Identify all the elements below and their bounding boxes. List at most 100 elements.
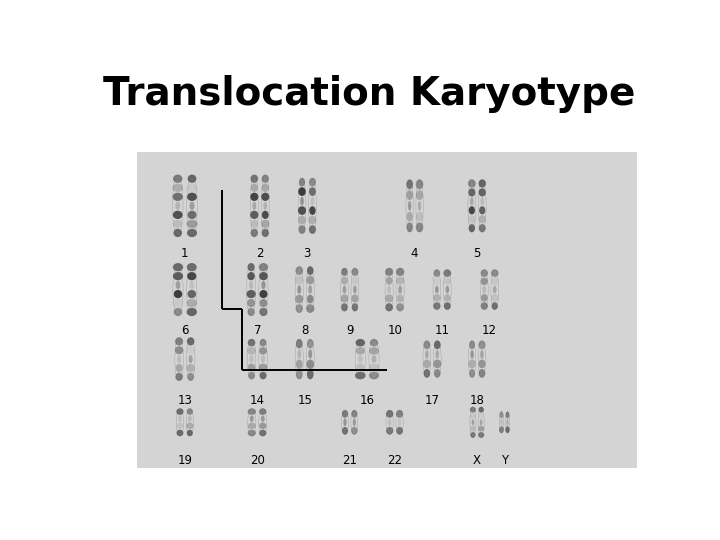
Text: 15: 15 [297,394,312,407]
Ellipse shape [298,187,306,196]
Text: 21: 21 [342,454,357,467]
Ellipse shape [469,341,475,349]
Ellipse shape [396,268,405,276]
Ellipse shape [470,350,474,359]
Ellipse shape [407,222,413,232]
Ellipse shape [468,179,476,187]
Ellipse shape [415,222,423,232]
Ellipse shape [187,211,197,219]
Ellipse shape [343,286,346,294]
Ellipse shape [260,339,266,347]
Ellipse shape [505,426,510,433]
Ellipse shape [479,215,486,224]
Ellipse shape [397,294,403,302]
Ellipse shape [248,363,255,371]
Ellipse shape [351,294,359,302]
Ellipse shape [176,423,183,429]
Ellipse shape [351,268,359,276]
Ellipse shape [259,423,266,429]
Ellipse shape [188,415,192,422]
Ellipse shape [261,415,265,422]
Ellipse shape [298,225,305,234]
Ellipse shape [433,360,441,368]
Ellipse shape [478,360,485,368]
Ellipse shape [187,346,194,354]
Ellipse shape [406,179,413,190]
Ellipse shape [248,263,255,271]
Ellipse shape [186,408,193,415]
Ellipse shape [478,426,485,431]
Ellipse shape [172,184,183,192]
Ellipse shape [385,268,393,276]
Ellipse shape [176,364,183,372]
Ellipse shape [387,286,391,294]
Ellipse shape [370,339,378,347]
Ellipse shape [479,188,486,197]
Ellipse shape [250,355,253,363]
Ellipse shape [481,278,488,285]
Ellipse shape [306,276,314,285]
Ellipse shape [396,427,403,435]
Ellipse shape [493,286,497,293]
Ellipse shape [259,308,268,316]
Ellipse shape [406,190,413,200]
Ellipse shape [396,410,403,418]
Ellipse shape [187,272,197,280]
Ellipse shape [186,308,197,316]
Ellipse shape [175,338,183,346]
Text: Translocation Karyotype: Translocation Karyotype [103,75,635,113]
Ellipse shape [433,269,440,277]
Ellipse shape [297,285,301,294]
Ellipse shape [174,290,182,298]
Ellipse shape [186,299,197,307]
Ellipse shape [307,295,313,303]
Ellipse shape [296,360,302,369]
Ellipse shape [250,415,253,422]
Ellipse shape [176,281,181,289]
Ellipse shape [500,411,503,418]
Ellipse shape [480,197,484,206]
Ellipse shape [248,408,256,415]
Ellipse shape [480,350,484,359]
Ellipse shape [444,269,451,277]
Ellipse shape [251,184,258,192]
Ellipse shape [416,190,423,200]
Text: 4: 4 [411,247,418,260]
Ellipse shape [186,364,195,372]
Ellipse shape [261,281,266,289]
Ellipse shape [356,363,364,371]
Ellipse shape [306,304,315,313]
Ellipse shape [264,201,267,210]
Ellipse shape [248,423,256,429]
Text: 12: 12 [482,325,497,338]
Ellipse shape [295,304,303,313]
Ellipse shape [174,229,182,237]
Ellipse shape [356,339,365,347]
Ellipse shape [246,290,256,298]
Text: 20: 20 [250,454,265,467]
Ellipse shape [186,184,197,192]
Ellipse shape [479,206,485,214]
Ellipse shape [187,229,197,237]
Ellipse shape [491,294,498,301]
Ellipse shape [173,174,182,183]
Text: 11: 11 [435,325,449,338]
Text: 8: 8 [301,325,308,338]
Ellipse shape [187,290,196,298]
Ellipse shape [261,355,265,363]
Ellipse shape [369,363,379,371]
Ellipse shape [186,220,197,228]
Ellipse shape [491,278,498,285]
Ellipse shape [434,369,441,377]
Ellipse shape [385,303,393,312]
Ellipse shape [186,263,197,271]
Ellipse shape [353,418,356,426]
Ellipse shape [307,339,314,348]
Ellipse shape [351,427,358,435]
Ellipse shape [341,294,348,302]
Ellipse shape [176,373,183,381]
Ellipse shape [479,407,484,413]
Ellipse shape [310,206,315,215]
Ellipse shape [251,220,258,228]
Ellipse shape [252,201,256,210]
